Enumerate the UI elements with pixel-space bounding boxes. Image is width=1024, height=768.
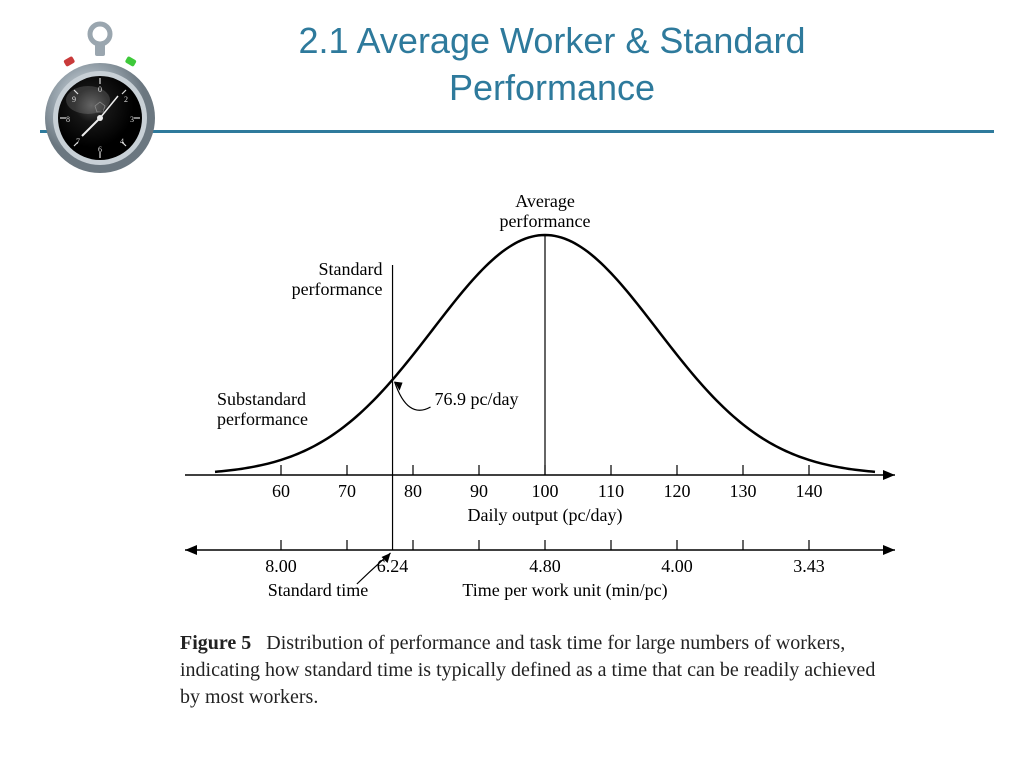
svg-text:performance: performance [217, 409, 308, 429]
svg-text:3.43: 3.43 [793, 556, 825, 576]
svg-text:8.00: 8.00 [265, 556, 297, 576]
stopwatch-icon: 0 2 3 8 9 4 7 6 [40, 20, 160, 185]
svg-text:2: 2 [124, 95, 128, 104]
svg-text:Average: Average [515, 195, 575, 211]
svg-text:110: 110 [598, 481, 624, 501]
svg-text:7: 7 [76, 137, 80, 146]
svg-text:Standard: Standard [319, 259, 383, 279]
svg-text:70: 70 [338, 481, 356, 501]
svg-text:3: 3 [130, 115, 134, 124]
performance-distribution-chart: 60 70 80 90 100 110 120 130 140 Daily output (pc/… [155, 195, 915, 625]
svg-text:Substandard: Substandard [217, 389, 306, 409]
page-title-line1: 2.1 Average Worker & Standard [299, 20, 806, 61]
svg-text:4.00: 4.00 [661, 556, 693, 576]
figure-caption: Figure 5 Distribution of performance and… [180, 630, 900, 711]
svg-text:140: 140 [796, 481, 823, 501]
svg-text:Daily output (pc/day): Daily output (pc/day) [468, 505, 623, 526]
svg-text:8: 8 [66, 115, 70, 124]
svg-text:6: 6 [98, 145, 102, 154]
svg-text:performance: performance [292, 279, 383, 299]
svg-text:performance: performance [500, 211, 591, 231]
svg-text:100: 100 [532, 481, 559, 501]
svg-text:76.9 pc/day: 76.9 pc/day [435, 389, 519, 409]
svg-text:Standard time: Standard time [268, 580, 368, 600]
svg-text:60: 60 [272, 481, 290, 501]
svg-text:6.24: 6.24 [377, 556, 409, 576]
caption-figure-label: Figure 5 [180, 632, 251, 654]
svg-text:90: 90 [470, 481, 488, 501]
svg-text:Time per work unit (min/pc): Time per work unit (min/pc) [462, 580, 667, 601]
caption-text: Distribution of performance and task tim… [180, 632, 875, 708]
svg-text:80: 80 [404, 481, 422, 501]
svg-text:4: 4 [120, 137, 124, 146]
title-underline [40, 130, 994, 133]
svg-text:120: 120 [664, 481, 691, 501]
svg-text:130: 130 [730, 481, 757, 501]
svg-text:4.80: 4.80 [529, 556, 561, 576]
page-title-line2: Performance [449, 67, 655, 108]
